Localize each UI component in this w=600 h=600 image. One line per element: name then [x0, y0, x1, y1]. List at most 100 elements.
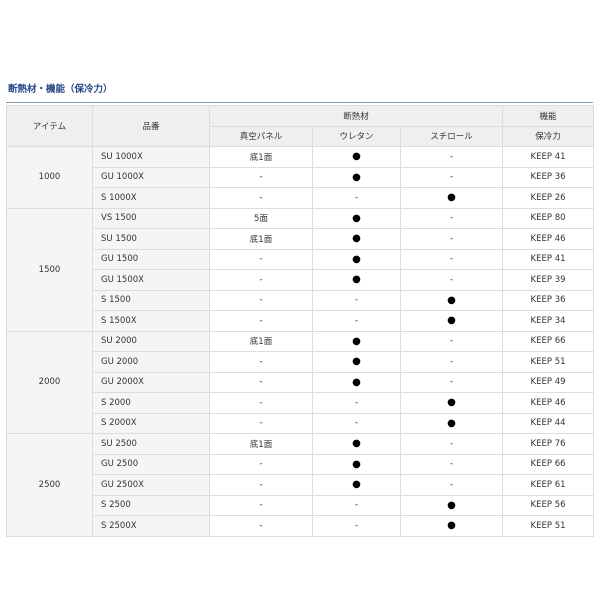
model-cell: GU 1000X: [92, 166, 210, 188]
cold-retention-cell: KEEP 36: [502, 166, 595, 188]
cold-retention-cell: KEEP 36: [502, 289, 595, 311]
item-cell: 2000: [6, 330, 93, 434]
vacuum-panel-cell: -: [209, 474, 313, 496]
cold-retention-cell: KEEP 41: [502, 146, 595, 168]
urethane-cell: ●: [312, 207, 401, 229]
cold-retention-cell: KEEP 56: [502, 494, 595, 516]
vacuum-panel-cell: -: [209, 412, 313, 434]
styrofoam-cell: -: [399, 269, 504, 291]
model-cell: S 2500: [92, 494, 210, 516]
cold-retention-cell: KEEP 44: [502, 412, 595, 434]
cold-retention-cell: KEEP 76: [502, 433, 595, 455]
vacuum-panel-cell: -: [209, 515, 313, 537]
spec-table: アイテム 品番 断熱材 機能 真空パネル ウレタン スチロール 保冷力 1000…: [6, 105, 595, 537]
cold-retention-cell: KEEP 80: [502, 207, 595, 229]
vacuum-panel-cell: -: [209, 351, 313, 373]
urethane-cell: -: [312, 310, 401, 332]
urethane-cell: -: [312, 289, 401, 311]
cold-retention-cell: KEEP 46: [502, 392, 595, 414]
styrofoam-cell: -: [399, 433, 504, 455]
table-row: S 2000- - ● KEEP 46: [7, 392, 595, 414]
cold-retention-cell: KEEP 34: [502, 310, 595, 332]
table-row: S 1000X - - ● KEEP 26: [7, 187, 595, 209]
table-row: S 1500- - ● KEEP 36: [7, 289, 595, 311]
vacuum-panel-cell: -: [209, 187, 313, 209]
styrofoam-cell: ●: [399, 289, 504, 311]
table-row: SU 1500 底1面 ● - KEEP 46: [7, 228, 595, 250]
model-cell: SU 2000: [92, 330, 210, 352]
header-vacuum-panel: 真空パネル: [209, 125, 313, 147]
styrofoam-cell: ●: [399, 187, 504, 209]
vacuum-panel-cell: -: [209, 453, 313, 475]
urethane-cell: -: [312, 515, 401, 537]
table-row: S 2500X - - ● KEEP 51: [7, 515, 595, 537]
urethane-cell: ●: [312, 248, 401, 270]
urethane-cell: -: [312, 187, 401, 209]
urethane-cell: ●: [312, 269, 401, 291]
styrofoam-cell: -: [399, 351, 504, 373]
urethane-cell: ●: [312, 371, 401, 393]
table-row: GU 2500- ● - KEEP 66: [7, 453, 595, 475]
header-item: アイテム: [6, 105, 93, 147]
styrofoam-cell: ●: [399, 310, 504, 332]
item-cell: 1000: [6, 146, 93, 209]
table-row: GU 1500X - ● - KEEP 39: [7, 269, 595, 291]
styrofoam-cell: ●: [399, 494, 504, 516]
model-cell: S 2000X: [92, 412, 210, 434]
cold-retention-cell: KEEP 51: [502, 351, 595, 373]
table-row: GU 2000- ● - KEEP 51: [7, 351, 595, 373]
urethane-cell: -: [312, 392, 401, 414]
urethane-cell: ●: [312, 166, 401, 188]
cold-retention-cell: KEEP 41: [502, 248, 595, 270]
urethane-cell: ●: [312, 433, 401, 455]
table-row: GU 2500X - ● - KEEP 61: [7, 474, 595, 496]
table-row: 1000 SU 1000X 底1面 ● - KEEP 41: [6, 146, 595, 209]
header-insulation: 断熱材: [208, 105, 504, 127]
model-cell: GU 1500: [92, 248, 210, 270]
vacuum-panel-cell: 底1面: [209, 433, 313, 455]
model-cell: GU 2000: [92, 351, 210, 373]
table-body: 1000 SU 1000X 底1面 ● - KEEP 41 GU 1000X - ● - KEEP …: [6, 146, 595, 537]
urethane-cell: ●: [312, 474, 401, 496]
table-row: 2500 SU 2500 底1面 ● - KEEP 76: [6, 433, 595, 537]
styrofoam-cell: -: [399, 371, 504, 393]
vacuum-panel-cell: -: [209, 494, 313, 516]
table-row: GU 2000X - ● - KEEP 49: [7, 371, 595, 393]
cold-retention-cell: KEEP 46: [502, 228, 595, 250]
vacuum-panel-cell: -: [209, 248, 313, 270]
vacuum-panel-cell: -: [209, 392, 313, 414]
urethane-cell: -: [312, 412, 401, 434]
model-cell: S 1000X: [92, 187, 210, 209]
vacuum-panel-cell: 底1面: [209, 330, 313, 352]
item-cell: 1500: [6, 207, 93, 332]
model-cell: SU 2500: [92, 433, 210, 455]
styrofoam-cell: ●: [399, 412, 504, 434]
styrofoam-cell: -: [399, 474, 504, 496]
model-cell: S 2000: [92, 392, 210, 414]
table-row: S 1500X - - ● KEEP 34: [7, 310, 595, 332]
table-row: GU 1000X - ● - KEEP 36: [7, 166, 595, 188]
model-cell: S 1500: [92, 289, 210, 311]
cold-retention-cell: KEEP 66: [502, 453, 595, 475]
styrofoam-cell: ●: [399, 392, 504, 414]
styrofoam-cell: -: [399, 248, 504, 270]
urethane-cell: -: [312, 494, 401, 516]
model-cell: GU 2500: [92, 453, 210, 475]
urethane-cell: ●: [312, 146, 401, 168]
urethane-cell: ●: [312, 351, 401, 373]
model-cell: S 2500X: [92, 515, 210, 537]
vacuum-panel-cell: -: [209, 166, 313, 188]
section-title: 断熱材・機能（保冷力）: [8, 84, 113, 95]
vacuum-panel-cell: -: [209, 371, 313, 393]
vacuum-panel-cell: -: [209, 289, 313, 311]
item-cell: 2500: [6, 433, 93, 537]
cold-retention-cell: KEEP 61: [502, 474, 595, 496]
model-cell: GU 2500X: [92, 474, 210, 496]
cold-retention-cell: KEEP 51: [502, 515, 595, 537]
header-model: 品番: [92, 105, 210, 147]
model-cell: GU 2000X: [92, 371, 210, 393]
vacuum-panel-cell: 底1面: [209, 228, 313, 250]
model-cell: VS 1500: [92, 207, 210, 229]
styrofoam-cell: -: [399, 207, 504, 229]
styrofoam-cell: -: [399, 453, 504, 475]
